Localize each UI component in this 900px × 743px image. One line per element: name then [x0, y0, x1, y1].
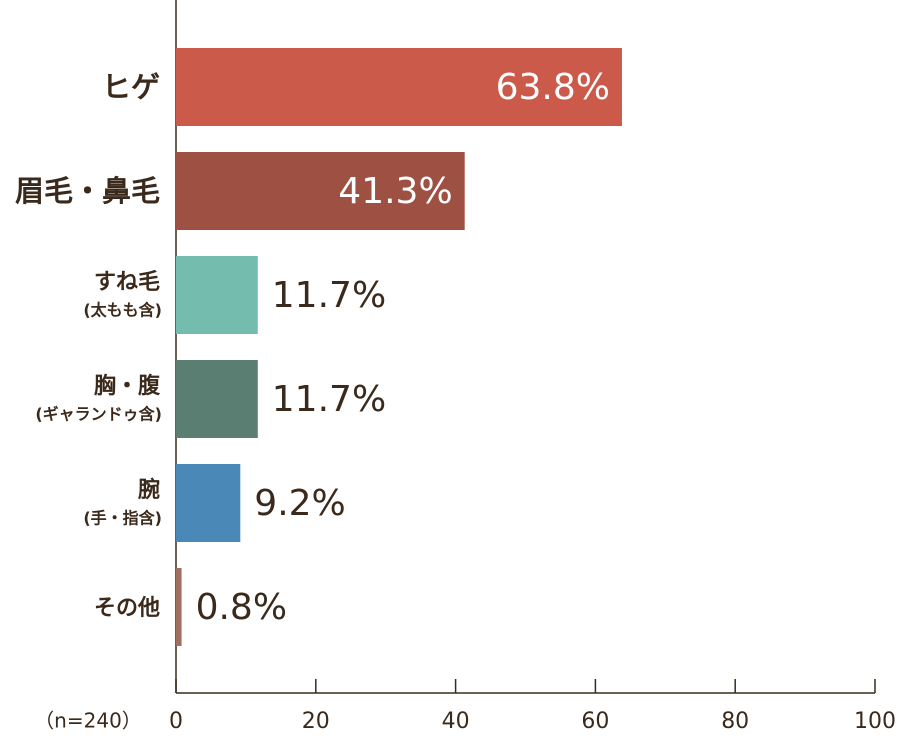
bar: [176, 568, 182, 646]
category-label: 眉毛・鼻毛: [15, 174, 160, 208]
bar: [176, 48, 622, 126]
category-note: (ギャランドゥ含): [35, 405, 162, 424]
x-tick-label: 20: [302, 709, 330, 734]
bar: [176, 152, 465, 230]
value-label: 0.8%: [196, 587, 287, 628]
category-label: 腕: [138, 477, 160, 503]
x-tick-label: 100: [854, 709, 896, 734]
bar: [176, 360, 258, 438]
category-note: (手・指含): [83, 509, 162, 528]
value-label: 9.2%: [254, 483, 345, 524]
category-note: (太もも含): [83, 301, 162, 320]
value-label: 41.3%: [338, 171, 452, 212]
value-label: 11.7%: [272, 275, 386, 316]
sample-size: （n=240）: [34, 709, 142, 733]
x-tick-label: 0: [169, 709, 183, 734]
bar: [176, 256, 258, 334]
category-label: その他: [94, 596, 160, 621]
value-label: 63.8%: [496, 67, 610, 108]
bar: [176, 464, 241, 542]
x-tick-label: 80: [721, 709, 749, 734]
x-tick-label: 40: [442, 709, 470, 734]
category-label: 胸・腹: [94, 373, 161, 399]
value-label: 11.7%: [272, 379, 386, 420]
category-label: ヒゲ: [102, 70, 160, 104]
x-tick-label: 60: [581, 709, 609, 734]
category-label: すね毛: [94, 270, 160, 295]
